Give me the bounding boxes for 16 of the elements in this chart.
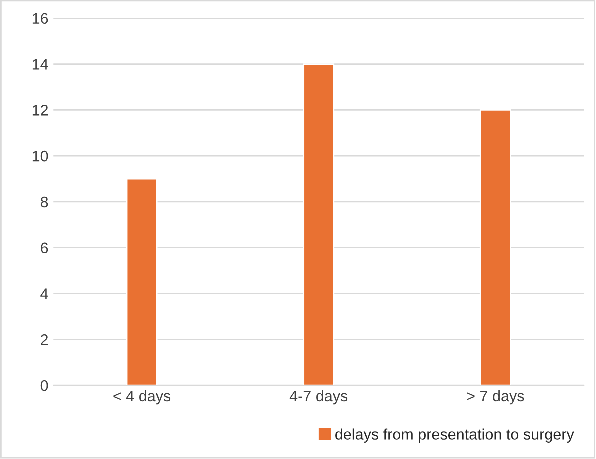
bar	[303, 64, 335, 386]
y-tick-label: 4	[40, 288, 48, 300]
y-tick-label: 8	[40, 196, 48, 208]
y-tick-label: 2	[41, 334, 48, 346]
x-tick-label: > 7 days	[467, 390, 524, 405]
bar	[126, 178, 158, 386]
y-tick-label: 6	[41, 242, 48, 254]
legend-label: delays from presentation to surgery	[336, 428, 574, 443]
y-tick-label: 12	[32, 105, 48, 116]
y-tick-label: 0	[40, 380, 48, 392]
y-tick-label: 16	[32, 13, 48, 24]
bar	[480, 109, 512, 386]
x-tick-label: < 4 days	[114, 390, 171, 405]
y-tick-label: 14	[32, 59, 48, 70]
x-tick-label: 4-7 days	[290, 390, 348, 405]
y-tick-label: 10	[32, 150, 48, 162]
